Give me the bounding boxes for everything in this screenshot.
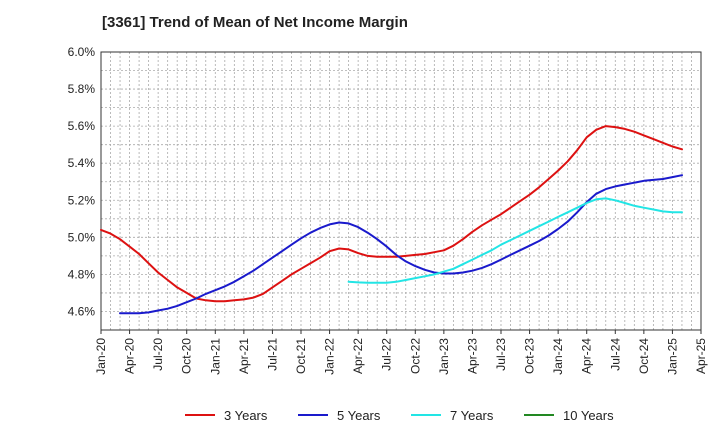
legend-label: 7 Years xyxy=(450,408,494,423)
legend-label: 3 Years xyxy=(224,408,268,423)
chart-title: [3361] Trend of Mean of Net Income Margi… xyxy=(102,14,408,31)
series-line-5-years xyxy=(119,174,683,315)
x-tick-label: Apr-20 xyxy=(123,338,137,374)
series-lines xyxy=(100,125,683,315)
x-tick-label: Jan-25 xyxy=(665,338,679,375)
x-tick-label: Jul-21 xyxy=(265,338,279,371)
series-line-7-years xyxy=(347,197,683,284)
y-tick-label: 5.6% xyxy=(68,119,96,133)
y-tick-label: 5.2% xyxy=(68,193,96,207)
x-tick-label: Jul-23 xyxy=(494,338,508,371)
y-tick-label: 4.8% xyxy=(68,267,96,281)
series-line-3-years xyxy=(100,125,683,303)
x-tick-label: Oct-22 xyxy=(408,338,422,374)
plot-area-frame xyxy=(100,51,702,331)
grid-lines xyxy=(101,52,701,330)
x-axis: Jan-20 Apr-20 Jul-20 Oct-20 Jan-21 Apr-21 Jul-… xyxy=(94,330,708,375)
x-tick-label: Jan-22 xyxy=(323,338,337,375)
x-tick-label: Jul-20 xyxy=(151,338,165,371)
x-tick-label: Jul-24 xyxy=(608,338,622,371)
legend: 3 Years 5 Years 7 Years 10 Years xyxy=(185,408,614,423)
y-tick-label: 6.0% xyxy=(68,45,96,59)
legend-label: 5 Years xyxy=(337,408,381,423)
y-tick-label: 5.4% xyxy=(68,156,96,170)
y-tick-label: 5.8% xyxy=(68,82,96,96)
x-tick-label: Oct-20 xyxy=(180,338,194,374)
x-tick-label: Oct-21 xyxy=(294,338,308,374)
x-tick-label: Jan-24 xyxy=(551,338,565,375)
x-tick-label: Apr-22 xyxy=(351,338,365,374)
y-tick-label: 4.6% xyxy=(68,304,96,318)
x-tick-label: Oct-23 xyxy=(523,338,537,374)
x-tick-label: Jan-21 xyxy=(208,338,222,375)
y-axis: 4.6% 4.8% 5.0% 5.2% 5.4% 5.6% 5.8% 6.0% xyxy=(68,45,96,318)
legend-label: 10 Years xyxy=(563,408,614,423)
x-tick-label: Jan-23 xyxy=(437,338,451,375)
x-tick-label: Apr-21 xyxy=(237,338,251,374)
x-tick-label: Apr-25 xyxy=(694,338,708,374)
x-tick-label: Jul-22 xyxy=(380,338,394,371)
x-tick-label: Apr-24 xyxy=(580,338,594,374)
x-tick-label: Oct-24 xyxy=(637,338,651,374)
x-tick-label: Apr-23 xyxy=(465,338,479,374)
x-tick-label: Jan-20 xyxy=(94,338,108,375)
y-tick-label: 5.0% xyxy=(68,230,96,244)
